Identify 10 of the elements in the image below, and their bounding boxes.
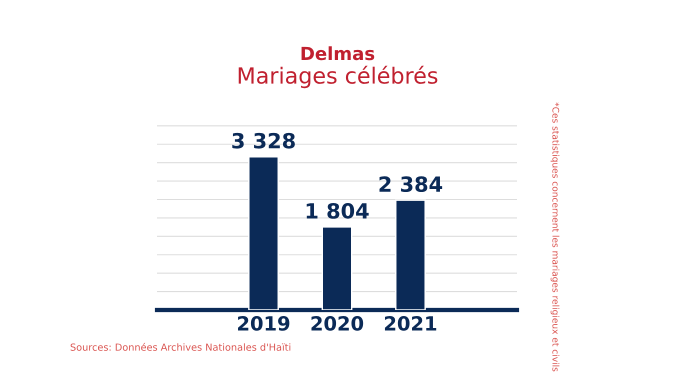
- text: *Ces statistiques concernent les mariages religieux et civils: [550, 102, 560, 372]
- data-label: 2 384: [380, 176, 442, 192]
- x-tick-label: 2019: [238, 316, 290, 331]
- data-label: 1 804: [306, 202, 369, 219]
- chart-title: Delmas: [302, 46, 374, 60]
- data-label: 3 328: [232, 132, 295, 149]
- x-tick-label: 2021: [384, 316, 436, 331]
- x-tick-label: 2020: [311, 316, 364, 331]
- chart-subtitle: Mariages célébrés: [238, 66, 438, 88]
- source-note: Sources: Données Archives Nationales d'Haïti: [70, 342, 290, 351]
